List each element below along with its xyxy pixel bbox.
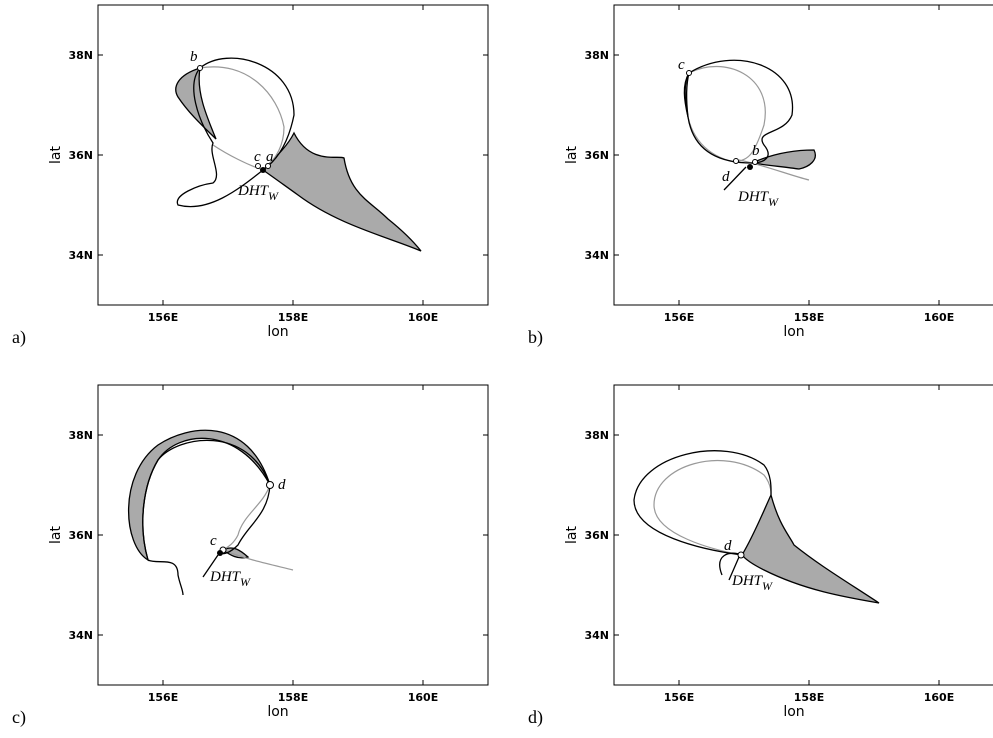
y-tick-label: 36N [68,149,93,162]
shaded-lobe [741,493,880,604]
panel-label: b) [528,327,543,348]
point [737,551,745,559]
point-label: a [266,149,274,165]
curve [142,439,271,596]
point [255,163,261,169]
dht-sub: W [762,579,773,593]
point-label: d [722,169,730,185]
y-tick-label: 38N [584,429,609,442]
x-tick-label: 156E [664,311,694,324]
point-label: d [278,477,286,493]
point-label: d [724,538,732,554]
x-tick-label: 160E [924,311,954,324]
point [265,163,271,169]
point-label: c [210,533,217,549]
y-axis-label: lat [564,146,580,164]
dht-sub: W [768,195,779,209]
x-axis-label: lon [267,704,288,720]
dht-label: DHTW [737,189,779,209]
y-axis-label: lat [564,526,580,544]
axes-box [97,384,489,686]
panel-c-curves [127,429,294,596]
y-tick-label: 34N [584,629,609,642]
x-tick-label: 156E [148,311,178,324]
curve [687,65,810,181]
x-tick-label: 160E [408,311,438,324]
y-tick-label: 36N [584,529,609,542]
point [197,65,203,71]
x-tick-label: 158E [794,311,824,324]
panel-label: c) [12,707,26,728]
x-tick-label: 160E [924,691,954,704]
panel-label: a) [12,327,26,348]
curve [221,484,294,571]
shaded-lobe [127,429,271,562]
x-tick-label: 156E [664,691,694,704]
point-label: b [190,49,198,65]
point-label: c [678,57,685,73]
dht-point [217,550,223,556]
x-axis-label: lon [783,324,804,340]
x-tick-label: 158E [794,691,824,704]
panel-label: d) [528,707,543,728]
shaded-lobe [221,547,250,559]
point [733,158,739,164]
dht-main: DHT [731,573,764,589]
x-tick-label: 160E [408,691,438,704]
x-tick-label: 158E [278,311,308,324]
shaded-lobe [749,149,816,170]
x-tick-label: 156E [148,691,178,704]
curve [199,66,285,171]
dht-main: DHT [209,569,242,585]
dht-label: DHTW [209,569,251,589]
axes-box [613,384,993,686]
dht-label: DHTW [237,183,279,203]
x-tick-label: 158E [278,691,308,704]
panel: 156E 158E 160E 34N 36N 38N lon lat c) d c DHTW [12,384,489,728]
point [752,159,758,165]
x-axis-label: lon [267,324,288,340]
curve [176,57,295,208]
panel-b-curves [683,59,816,191]
dht-point [260,167,266,173]
curve [684,59,794,191]
point [686,70,692,76]
y-tick-label: 34N [68,629,93,642]
point [266,481,274,489]
dht-main: DHT [737,189,770,205]
point-label: c [254,149,261,165]
y-axis-label: lat [48,526,64,544]
dht-point [747,164,753,170]
panel: 156E 158E 160E 34N 36N 38N lon lat b) c d b DHTW [528,4,993,348]
y-tick-label: 36N [584,149,609,162]
y-tick-label: 34N [68,249,93,262]
y-axis-label: lat [48,146,64,164]
dht-sub: W [268,189,279,203]
dht-label: DHTW [731,573,773,593]
shaded-lobe [261,131,422,252]
panel-d-curves [633,450,880,604]
point-label: b [752,143,760,159]
y-tick-label: 38N [68,429,93,442]
panel: 156E 158E 160E 34N 36N 38N lon lat a) b c a DHTW [12,4,489,348]
dht-main: DHT [237,183,270,199]
y-tick-label: 36N [68,529,93,542]
panel: 156E 158E 160E 34N 36N 38N lon lat d) d DHTW [528,384,993,728]
x-axis-label: lon [783,704,804,720]
y-tick-label: 34N [584,249,609,262]
panel-a-curves [175,57,422,252]
curve [653,460,772,556]
y-tick-label: 38N [584,49,609,62]
y-tick-label: 38N [68,49,93,62]
dht-sub: W [240,575,251,589]
